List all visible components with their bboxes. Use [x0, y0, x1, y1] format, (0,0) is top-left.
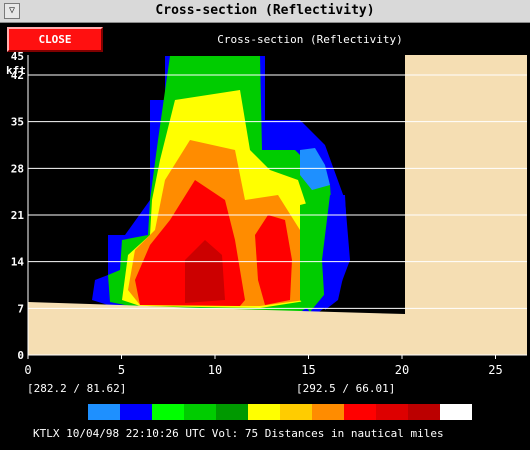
y-tick-label: 7	[17, 302, 24, 315]
gridlines	[28, 74, 527, 309]
echo-far-right-blue	[322, 195, 348, 310]
y-tick-label: 28	[11, 162, 24, 175]
y-tick-label: 21	[11, 209, 25, 222]
window-menu-icon[interactable]: ▽	[4, 3, 20, 19]
header-label: Cross-section (Reflectivity)	[217, 33, 403, 46]
x-tick-label: 25	[488, 363, 502, 377]
x-tick-labels: 0 5 10 15 20 25	[24, 355, 503, 377]
echo-right-green-cell	[300, 200, 330, 312]
y-tick-labels: 0 7 14 21 28 35 42 45	[11, 50, 25, 362]
x-tick-label: 15	[301, 363, 315, 377]
y-axis-unit: kft	[6, 64, 26, 77]
legend-swatch	[408, 404, 440, 420]
y-tick-label: 42	[11, 69, 24, 82]
right-endpoint-coordinates: [292.5 / 66.01]	[296, 382, 396, 395]
echo-field	[28, 55, 405, 355]
echo-darkred-core	[185, 240, 225, 303]
y-tick-label: 14	[11, 256, 25, 269]
y-tick-label: 0	[17, 349, 24, 362]
window-title: Cross-section (Reflectivity)	[155, 3, 375, 18]
legend-swatch	[248, 404, 280, 420]
right-terrain-area	[405, 55, 527, 355]
status-line: KTLX 10/04/98 22:10:26 UTC Vol: 75 Dista…	[33, 427, 444, 440]
y-tick-label: 35	[11, 116, 24, 129]
legend-swatch	[184, 404, 216, 420]
legend-swatch	[216, 404, 248, 420]
x-tick-label: 5	[118, 363, 125, 377]
legend-swatch	[152, 404, 184, 420]
echo-red-core-2	[255, 215, 292, 305]
color-legend	[88, 404, 472, 420]
x-tick-label: 20	[395, 363, 409, 377]
legend-swatch	[88, 404, 120, 420]
legend-swatch	[120, 404, 152, 420]
terrain	[28, 302, 405, 355]
legend-swatch	[440, 404, 472, 420]
y-tick-label: 45	[11, 50, 24, 63]
legend-swatch	[344, 404, 376, 420]
echo-right-blue-cell	[300, 148, 330, 190]
close-button[interactable]: CLOSE	[7, 27, 103, 52]
x-tick-label: 10	[208, 363, 222, 377]
left-endpoint-coordinates: [282.2 / 81.62]	[27, 382, 127, 395]
legend-swatch	[280, 404, 312, 420]
legend-swatch	[376, 404, 408, 420]
title-bar: ▽ Cross-section (Reflectivity)	[0, 0, 530, 23]
legend-swatch	[312, 404, 344, 420]
reflectivity-cross-section-plot: 0 7 14 21 28 35 42 45 0 5 10 15 20 25 kft	[6, 50, 527, 377]
x-tick-label: 0	[24, 363, 31, 377]
